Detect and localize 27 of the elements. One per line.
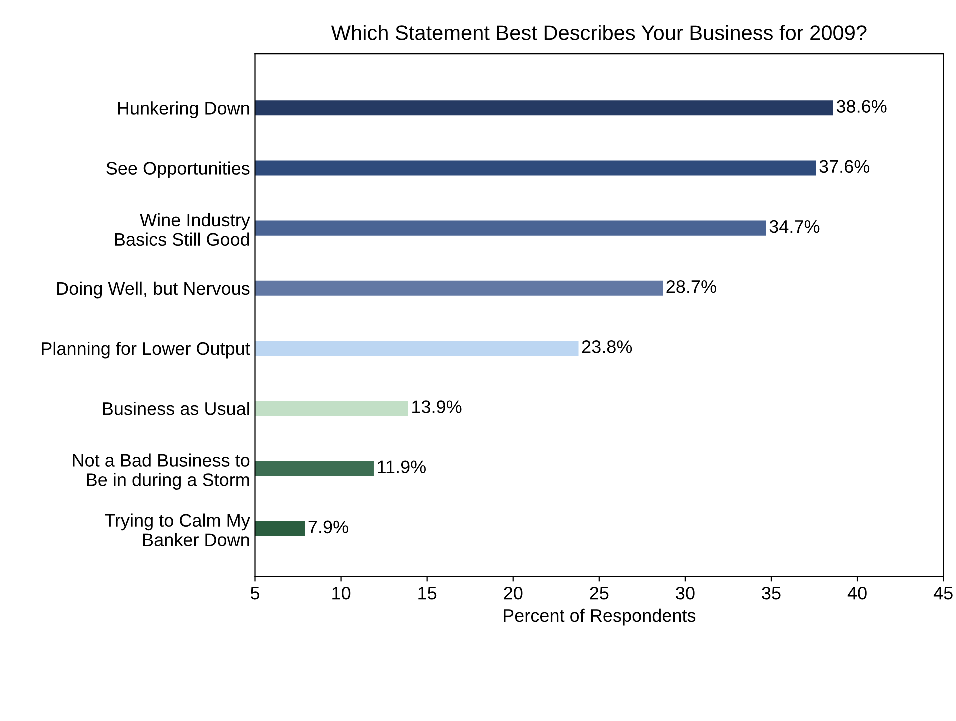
x-tick-label: 15	[418, 587, 437, 600]
data-label: 37.6%	[820, 160, 870, 174]
data-label: 7.9%	[308, 520, 348, 534]
chart-title: Which Statement Best Describes Your Business for 2009?	[331, 25, 867, 40]
y-tick-label: Doing Well, but Nervous	[58, 282, 250, 299]
y-tick-label: Wine Industry Basics Still Good	[115, 213, 250, 246]
data-label: 23.8%	[582, 340, 632, 354]
data-label: 34.7%	[770, 220, 820, 234]
y-tick-label: Business as Usual	[103, 402, 250, 416]
data-label: 28.7%	[666, 280, 716, 294]
y-tick-label: Hunkering Down	[118, 102, 250, 118]
x-tick-label: 10	[332, 587, 351, 600]
data-label: 13.9%	[412, 400, 462, 414]
x-tick-label: 35	[762, 587, 781, 600]
y-tick-label: Not a Bad Business to Be in during a Storm	[73, 454, 250, 490]
x-tick-label: 20	[504, 587, 523, 600]
data-label: 11.9%	[378, 460, 426, 474]
x-tick-label: 5	[250, 587, 260, 600]
x-tick-label: 40	[848, 587, 867, 600]
x-tick-label: 25	[590, 587, 609, 600]
x-axis-title: Percent of Respondents	[504, 608, 696, 626]
data-label: 38.6%	[836, 100, 887, 113]
y-tick-label: See Opportunities	[106, 162, 250, 179]
x-tick-label: 30	[676, 587, 695, 600]
y-tick-label: Trying to Calm My Banker Down	[105, 514, 250, 546]
x-tick-label: 45	[934, 587, 953, 600]
y-tick-label: Planning for Lower Output	[42, 342, 250, 359]
